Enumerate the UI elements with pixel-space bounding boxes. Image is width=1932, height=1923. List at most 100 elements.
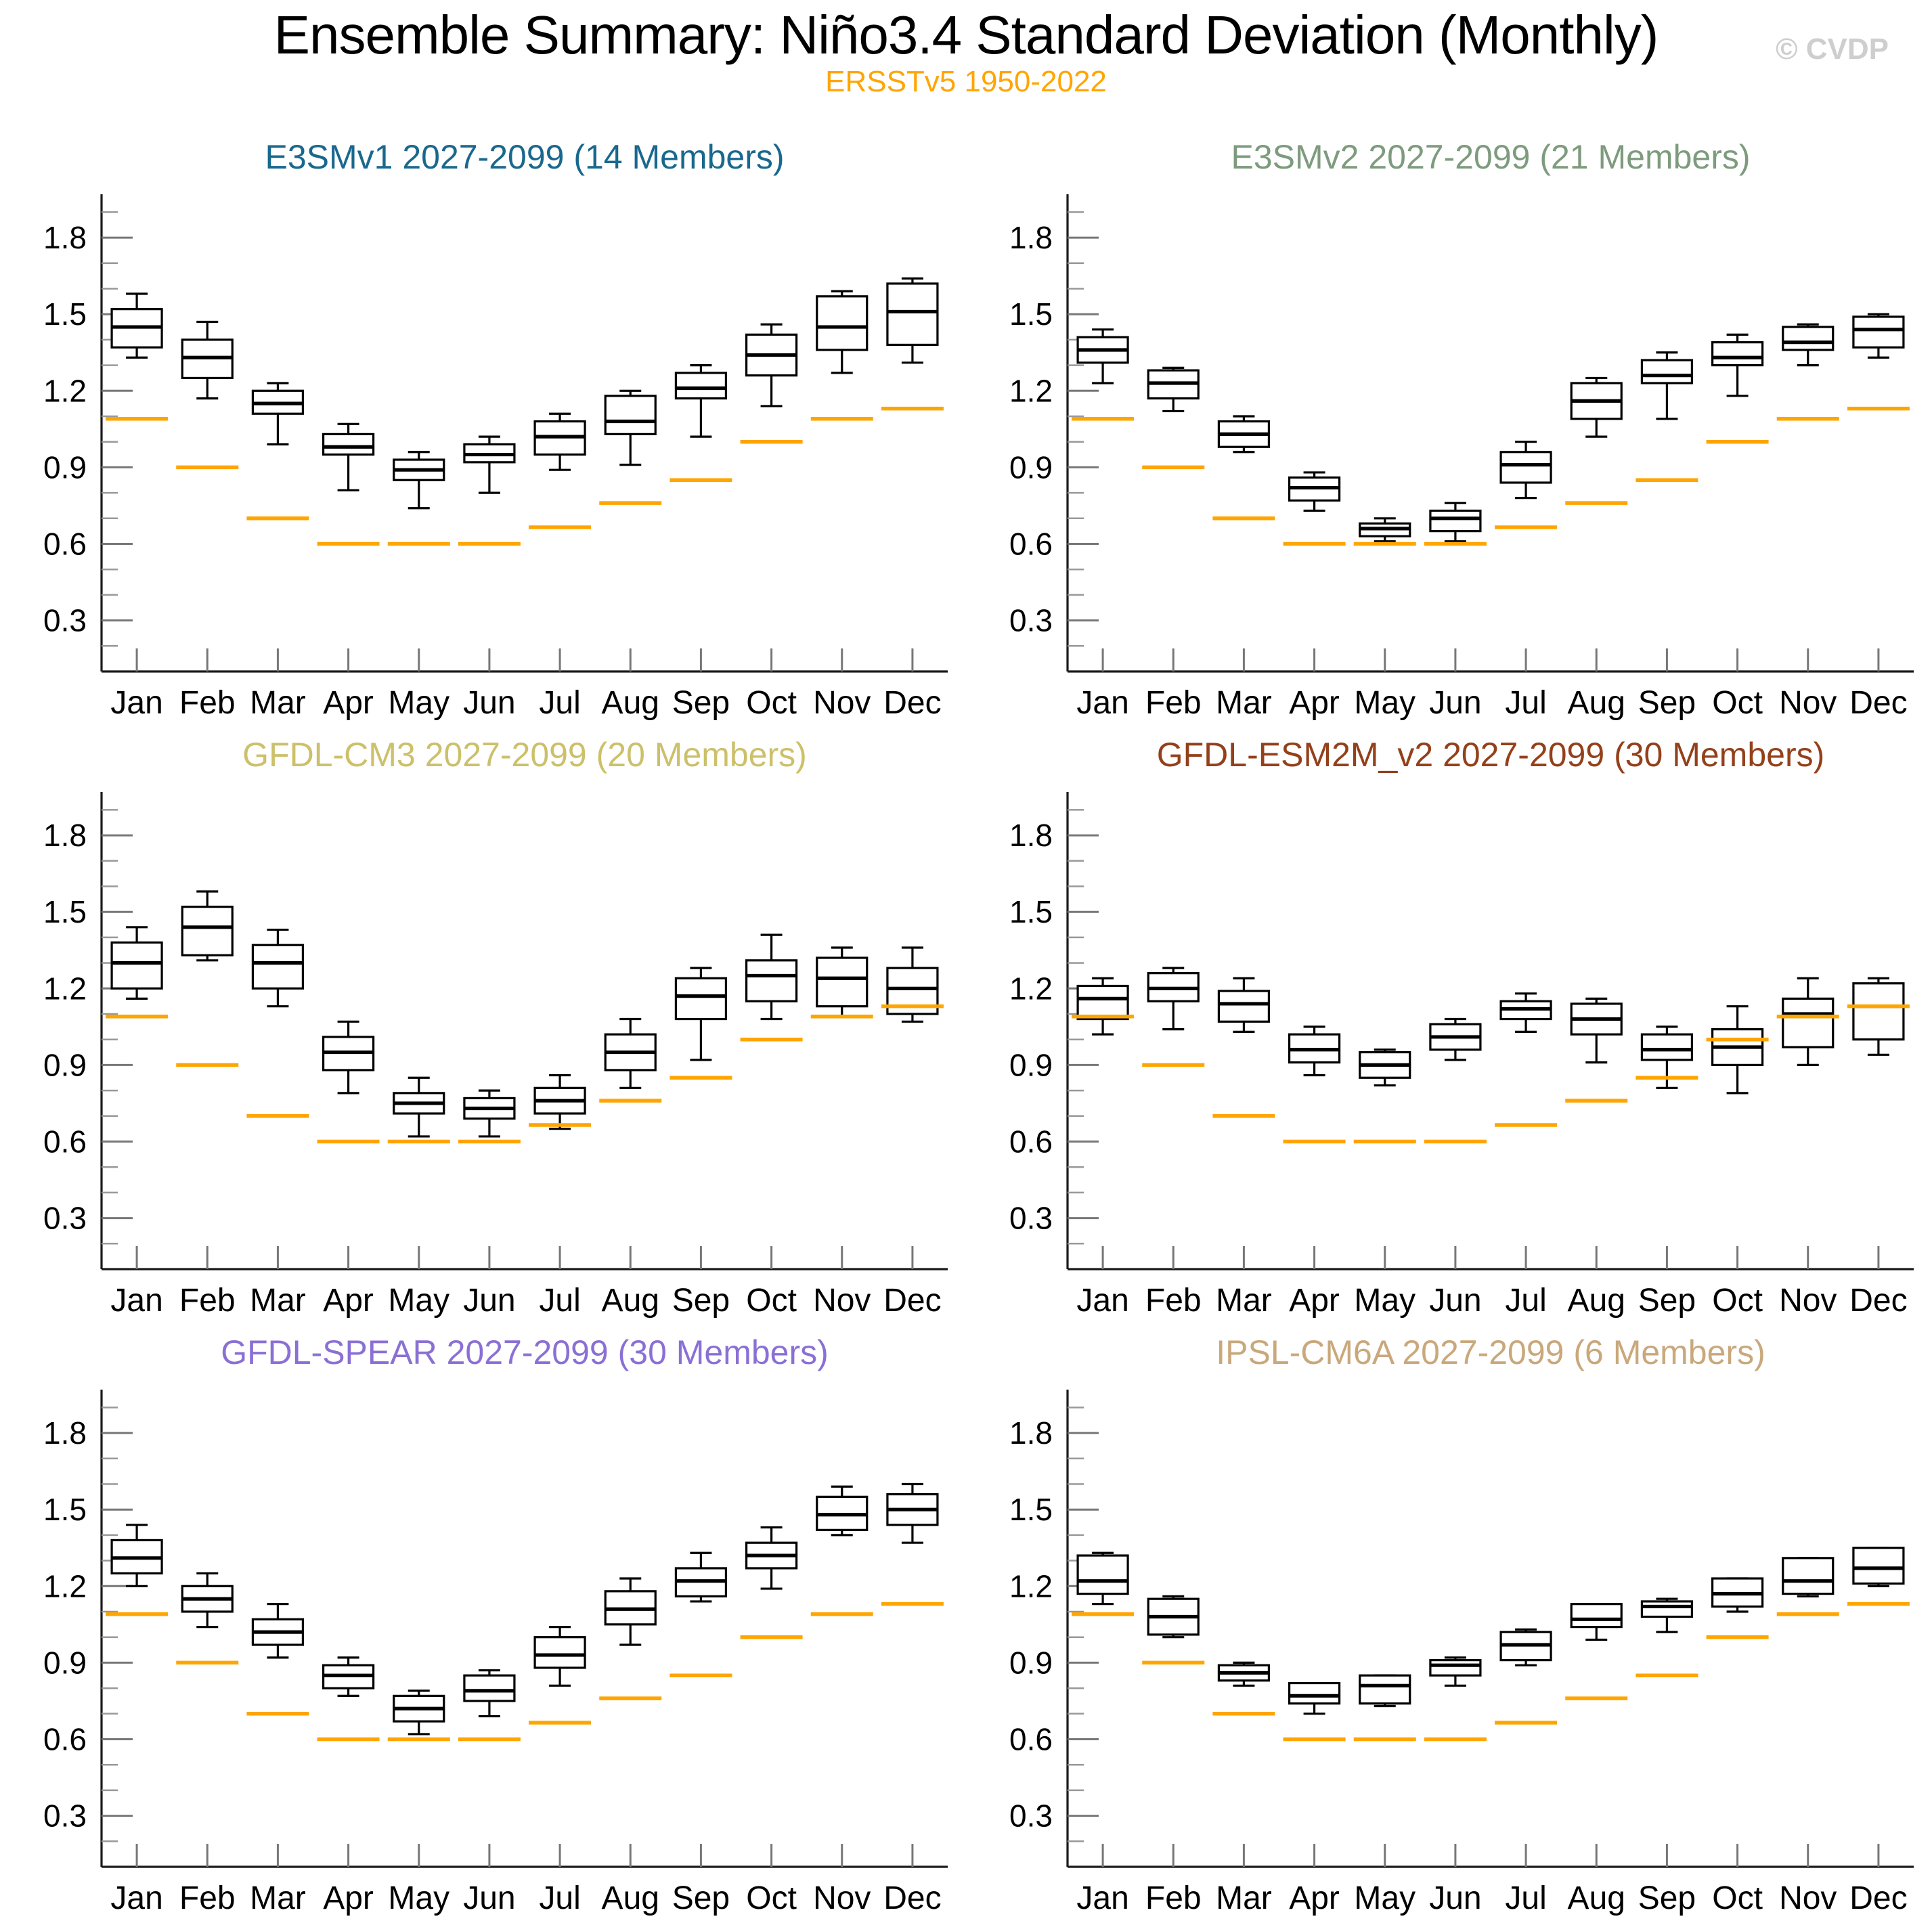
x-tick-label-month: Jun: [463, 1283, 515, 1319]
boxplot-month-jan: [1076, 977, 1129, 1036]
y-tick-label: 0.9: [1009, 1645, 1053, 1680]
y-tick-label: 0.9: [1009, 449, 1053, 485]
iqr-box: [674, 977, 728, 1021]
boxplot-month-jan: [1076, 328, 1129, 384]
y-tick-label: 1.5: [43, 894, 87, 929]
boxplot-month-mar: [1217, 415, 1271, 454]
y-tick-label: 1.5: [1009, 894, 1053, 929]
boxplot-month-sep: [1640, 1597, 1694, 1633]
x-tick-label-month: Dec: [883, 1880, 941, 1916]
y-tick-label: 0.3: [1009, 1201, 1053, 1236]
x-tick-label-month: Aug: [1568, 1880, 1625, 1916]
boxplot-month-oct: [745, 1526, 798, 1590]
panel-gfdl-cm3: GFDL-CM3 2027-2099 (20 Members) 0.3 0.6 0.9…: [0, 728, 966, 1325]
x-tick-label-month: Nov: [1779, 1283, 1837, 1319]
cvdp-watermark: © CVDP: [1776, 32, 1889, 66]
iqr-box: [1782, 1557, 1835, 1595]
iqr-box: [181, 906, 234, 956]
boxplot-month-jan: [110, 1524, 163, 1587]
x-tick-label-month: May: [1354, 1283, 1415, 1319]
boxplot-month-mar: [1217, 1661, 1271, 1687]
y-tick-label: 1.8: [1009, 1415, 1053, 1451]
boxplot-month-jun: [463, 1669, 516, 1718]
x-tick-label-month: Feb: [1145, 1880, 1202, 1916]
boxplot-svg: E3SMv2 2027-2099 (21 Members) 0.3 0.6 0.9 1.…: [1009, 138, 1914, 721]
x-tick-label-month: Jun: [1429, 685, 1481, 721]
x-tick-label-month: Dec: [883, 1283, 941, 1319]
y-tick-label: 1.8: [43, 220, 87, 255]
x-tick-label-month: May: [388, 685, 449, 721]
boxplot-month-aug: [1570, 376, 1623, 438]
boxplot-month-apr: [322, 1656, 375, 1698]
y-tick-label: 0.9: [43, 1047, 87, 1082]
boxplot-month-dec: [1852, 1547, 1905, 1587]
x-tick-label-month: Jun: [1429, 1880, 1481, 1916]
y-tick-label: 0.6: [1009, 1124, 1053, 1159]
x-tick-label-month: Jan: [110, 685, 162, 721]
x-tick-label-month: Jul: [539, 1880, 580, 1916]
boxplot-month-feb: [1147, 1595, 1200, 1639]
x-tick-label-month: Jan: [110, 1283, 162, 1319]
boxplot-month-nov: [816, 290, 869, 374]
x-tick-label-month: Jul: [1505, 1880, 1546, 1916]
boxplot-month-jul: [1499, 992, 1552, 1033]
panel-e3smv1: E3SMv1 2027-2099 (14 Members) 0.3 0.6 0.9 1.…: [0, 130, 966, 728]
y-tick-label: 1.8: [1009, 220, 1053, 255]
panel-title: GFDL-SPEAR 2027-2099 (30 Members): [221, 1333, 829, 1371]
y-tick-label: 1.5: [1009, 296, 1053, 332]
iqr-box: [816, 956, 869, 1008]
x-tick-label-month: Sep: [672, 1283, 730, 1319]
y-tick-label: 1.2: [1009, 1568, 1053, 1604]
iqr-box: [1852, 315, 1905, 349]
boxplot-month-feb: [181, 890, 234, 962]
y-tick-label: 0.3: [1009, 603, 1053, 638]
iqr-box: [1782, 997, 1835, 1048]
x-tick-label-month: Nov: [813, 1283, 871, 1319]
boxplot-month-jul: [533, 412, 586, 471]
x-tick-label-month: Jul: [539, 685, 580, 721]
boxplot-month-may: [393, 1689, 445, 1736]
boxplot-month-sep: [674, 967, 728, 1061]
panel-gfdl-esm2m_v2: GFDL-ESM2M_v2 2027-2099 (30 Members) 0.3 0…: [966, 728, 1932, 1325]
boxplot-month-dec: [886, 946, 939, 1023]
iqr-box: [463, 1674, 516, 1702]
boxplot-month-jul: [533, 1626, 586, 1687]
boxplot-month-mar: [1217, 977, 1271, 1033]
x-tick-label-month: Sep: [1638, 1283, 1696, 1319]
boxplot-svg: GFDL-CM3 2027-2099 (20 Members) 0.3 0.6 0.9…: [43, 736, 948, 1319]
y-tick-label: 0.9: [1009, 1047, 1053, 1082]
iqr-box: [1711, 341, 1764, 367]
y-tick-label: 1.2: [1009, 373, 1053, 408]
x-tick-label-month: Feb: [179, 1283, 236, 1319]
y-tick-label: 1.2: [43, 373, 87, 408]
boxplot-month-may: [1359, 517, 1411, 543]
x-tick-label-month: Jan: [1076, 1880, 1128, 1916]
iqr-box: [1570, 1603, 1623, 1629]
iqr-box: [1640, 1033, 1694, 1061]
x-tick-label-month: Mar: [1216, 1880, 1272, 1916]
x-tick-label-month: Jan: [1076, 685, 1128, 721]
y-tick-label: 1.2: [43, 1568, 87, 1604]
panel-title: E3SMv1 2027-2099 (14 Members): [265, 138, 784, 176]
panel-e3smv2: E3SMv2 2027-2099 (21 Members) 0.3 0.6 0.9 1.…: [966, 130, 1932, 728]
boxplot-month-nov: [1782, 977, 1835, 1066]
figure-header: © CVDP Ensemble Summary: Niño3.4 Standar…: [0, 0, 1932, 99]
boxplot-month-sep: [1640, 1025, 1694, 1089]
iqr-box: [1782, 326, 1835, 351]
iqr-box: [1359, 1674, 1411, 1705]
x-tick-label-month: Jul: [1505, 1283, 1546, 1319]
x-tick-label-month: Oct: [746, 1880, 797, 1916]
boxplot-month-apr: [1288, 1025, 1341, 1077]
x-tick-label-month: Sep: [1638, 685, 1696, 721]
boxplot-month-jun: [463, 435, 516, 494]
panel-gfdl-spear: GFDL-SPEAR 2027-2099 (30 Members) 0.3 0.6 0…: [0, 1325, 966, 1923]
boxplot-month-nov: [1782, 1557, 1835, 1597]
y-tick-label: 0.9: [43, 449, 87, 485]
x-tick-label-month: Sep: [672, 1880, 730, 1916]
panel-title: IPSL-CM6A 2027-2099 (6 Members): [1216, 1333, 1765, 1371]
y-tick-label: 1.2: [1009, 971, 1053, 1006]
boxplot-month-aug: [604, 1577, 657, 1646]
x-tick-label-month: Aug: [602, 1283, 659, 1319]
boxplot-month-sep: [674, 1551, 728, 1603]
iqr-box: [110, 941, 163, 990]
